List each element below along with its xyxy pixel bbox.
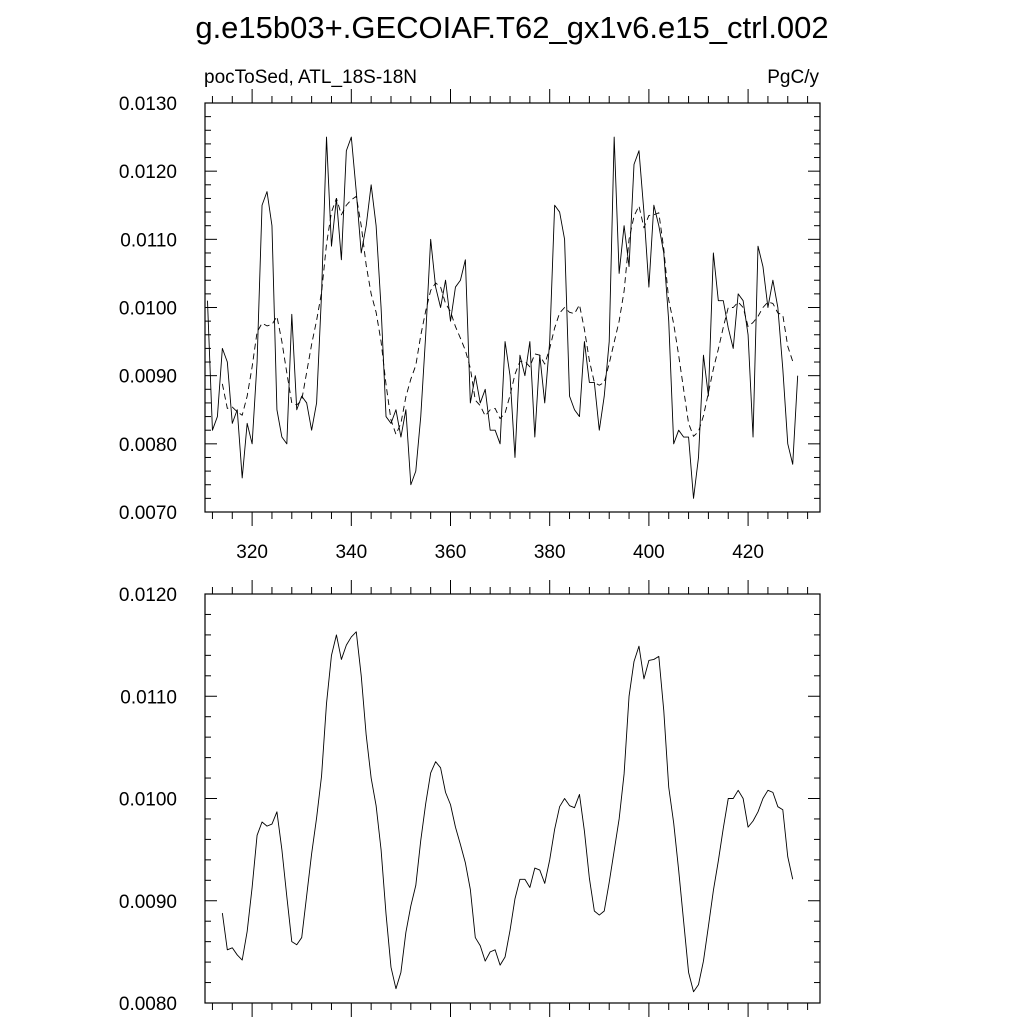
panel-left-label: pocToSed, ATL_18S-18N xyxy=(204,67,417,88)
top-panel: 0.0070 0.0080 0.0090 0.0100 0.0110 0.0120 0.01… xyxy=(119,89,821,563)
x-tick-label: 400 xyxy=(633,542,665,563)
y-tick-label: 0.0100 xyxy=(119,790,177,811)
y-tick-label: 0.0080 xyxy=(119,435,177,456)
y-tick-label: 0.0090 xyxy=(119,367,177,388)
y-tick-label: 0.0110 xyxy=(120,687,177,708)
x-tick-label: 320 xyxy=(236,542,268,563)
y-tick-label: 0.0110 xyxy=(120,230,177,251)
y-tick-label: 0.0130 xyxy=(119,94,177,115)
chart-title: g.e15b03+.GECOIAF.T62_gx1v6.e15_ctrl.002 xyxy=(195,10,828,45)
series-line-solid xyxy=(221,631,794,993)
x-tick-label: 360 xyxy=(435,542,467,563)
panel-units-label: PgC/y xyxy=(767,67,819,88)
plot-frame xyxy=(204,102,821,513)
x-tick-label: 420 xyxy=(732,542,764,563)
y-tick-label: 0.0120 xyxy=(119,162,177,183)
y-tick-label: 0.0090 xyxy=(119,892,177,913)
y-tick-label: 0.0080 xyxy=(119,994,177,1015)
series-line-dashed xyxy=(221,195,794,437)
x-tick-label: 380 xyxy=(534,542,566,563)
plot-frame xyxy=(204,593,821,1004)
x-tick-label: 340 xyxy=(335,542,367,563)
bottom-panel: 0.0080 0.0090 0.0100 0.0110 0.0120 xyxy=(119,580,821,1017)
series-line-solid xyxy=(207,136,799,499)
y-tick-label: 0.0100 xyxy=(119,299,177,320)
y-tick-label: 0.0070 xyxy=(119,503,177,524)
y-tick-label: 0.0120 xyxy=(119,585,177,606)
